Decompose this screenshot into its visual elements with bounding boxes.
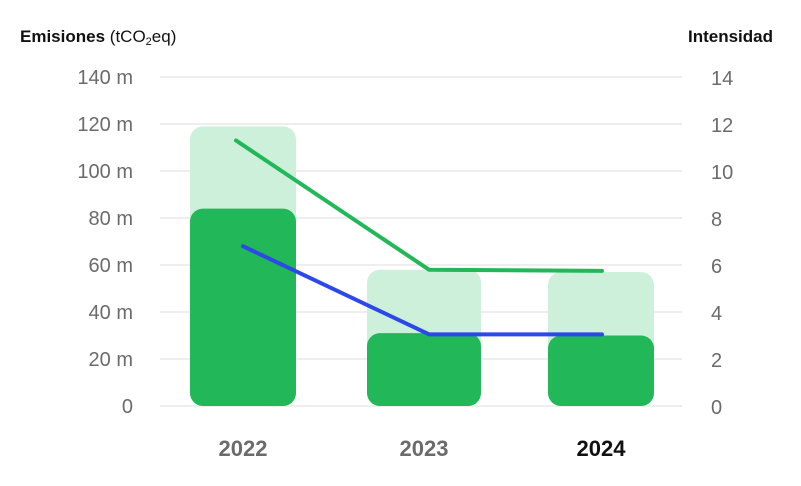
right-tick-label: 8	[711, 209, 722, 231]
left-tick-label: 100 m	[77, 161, 133, 183]
left-axis-title-unit: (tCO2eq)	[109, 27, 177, 48]
bar-segment	[190, 208, 296, 406]
left-tick-label: 60 m	[89, 255, 133, 277]
x-category-label: 2022	[219, 436, 268, 461]
left-axis-unit-suffix: eq)	[151, 27, 177, 46]
left-tick-label: 80 m	[89, 208, 133, 230]
right-axis-title: Intensidad	[687, 27, 773, 46]
bar-segment	[548, 335, 654, 406]
right-tick-label: 10	[711, 162, 733, 184]
right-tick-label: 0	[711, 397, 722, 419]
bars	[190, 126, 654, 406]
left-axis-unit-prefix: (tCO	[109, 27, 146, 46]
left-axis-unit-subscript: 2	[145, 36, 152, 48]
right-axis-ticks: 0 2 4 6 8 10 12 14	[711, 68, 733, 419]
bar-segment	[367, 333, 481, 406]
right-tick-label: 6	[711, 256, 722, 278]
x-category-label: 2024	[577, 436, 627, 461]
left-axis-ticks: 0 20 m 40 m 60 m 80 m 100 m 120 m 140 m	[77, 67, 133, 418]
right-tick-label: 4	[711, 303, 722, 325]
left-tick-label: 40 m	[89, 302, 133, 324]
right-tick-label: 14	[711, 68, 733, 90]
left-tick-label: 20 m	[89, 349, 133, 371]
series-line	[234, 138, 604, 273]
left-tick-label: 140 m	[77, 67, 133, 89]
x-axis-categories: 2022 2023 2024	[219, 436, 627, 461]
left-tick-label: 120 m	[77, 114, 133, 136]
x-category-label: 2023	[400, 436, 449, 461]
right-tick-label: 2	[711, 350, 722, 372]
lines	[234, 138, 604, 337]
left-axis-title-main: Emisiones	[20, 27, 106, 46]
left-tick-label: 0	[122, 396, 133, 418]
right-tick-label: 12	[711, 115, 733, 137]
left-axis-title: Emisiones (tCO2eq)	[20, 27, 177, 48]
series-line	[241, 244, 604, 337]
